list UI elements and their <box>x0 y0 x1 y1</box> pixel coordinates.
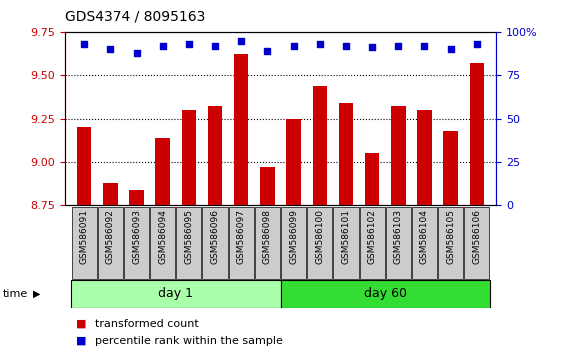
Point <box>342 43 351 48</box>
Point <box>446 46 455 52</box>
Text: GSM586093: GSM586093 <box>132 209 141 264</box>
Bar <box>103 183 118 205</box>
Text: day 1: day 1 <box>158 287 194 300</box>
Text: GSM586101: GSM586101 <box>342 209 351 264</box>
FancyBboxPatch shape <box>255 207 280 279</box>
Bar <box>417 110 432 205</box>
Text: GSM586091: GSM586091 <box>80 209 89 264</box>
Text: day 60: day 60 <box>364 287 407 300</box>
Text: ■: ■ <box>76 336 86 346</box>
Bar <box>182 110 196 205</box>
FancyBboxPatch shape <box>280 280 490 308</box>
Point <box>420 43 429 48</box>
Point <box>472 41 481 47</box>
Text: GSM586098: GSM586098 <box>263 209 272 264</box>
Bar <box>339 103 353 205</box>
Text: GSM586106: GSM586106 <box>472 209 481 264</box>
Text: GSM586099: GSM586099 <box>289 209 298 264</box>
Text: time: time <box>3 289 28 299</box>
FancyBboxPatch shape <box>333 207 358 279</box>
Text: GSM586103: GSM586103 <box>394 209 403 264</box>
Point <box>367 45 376 50</box>
Bar <box>260 167 275 205</box>
Point <box>158 43 167 48</box>
FancyBboxPatch shape <box>71 280 280 308</box>
Point <box>394 43 403 48</box>
Point <box>315 41 324 47</box>
Text: GSM586094: GSM586094 <box>158 209 167 264</box>
Text: GSM586096: GSM586096 <box>210 209 219 264</box>
FancyBboxPatch shape <box>229 207 254 279</box>
Bar <box>155 138 170 205</box>
Bar <box>287 119 301 205</box>
Text: GSM586102: GSM586102 <box>367 209 376 264</box>
Text: GSM586105: GSM586105 <box>446 209 455 264</box>
Bar <box>312 86 327 205</box>
Text: GSM586092: GSM586092 <box>106 209 115 264</box>
FancyBboxPatch shape <box>412 207 437 279</box>
FancyBboxPatch shape <box>203 207 228 279</box>
FancyBboxPatch shape <box>386 207 411 279</box>
Text: percentile rank within the sample: percentile rank within the sample <box>95 336 283 346</box>
FancyBboxPatch shape <box>360 207 385 279</box>
Text: GSM586097: GSM586097 <box>237 209 246 264</box>
FancyBboxPatch shape <box>124 207 149 279</box>
Bar <box>129 190 144 205</box>
Text: transformed count: transformed count <box>95 319 199 329</box>
Bar <box>365 153 379 205</box>
Point <box>210 43 219 48</box>
FancyBboxPatch shape <box>150 207 175 279</box>
FancyBboxPatch shape <box>307 207 332 279</box>
Point <box>185 41 194 47</box>
Bar <box>208 107 222 205</box>
Point <box>132 50 141 56</box>
Bar <box>77 127 91 205</box>
Text: GSM586095: GSM586095 <box>185 209 194 264</box>
Bar <box>391 107 406 205</box>
Point <box>289 43 298 48</box>
Bar <box>443 131 458 205</box>
Point <box>237 38 246 44</box>
Bar <box>234 55 249 205</box>
FancyBboxPatch shape <box>281 207 306 279</box>
FancyBboxPatch shape <box>176 207 201 279</box>
FancyBboxPatch shape <box>465 207 489 279</box>
FancyBboxPatch shape <box>98 207 123 279</box>
Point <box>106 46 115 52</box>
Text: ■: ■ <box>76 319 86 329</box>
Bar <box>470 63 484 205</box>
Point <box>263 48 272 54</box>
FancyBboxPatch shape <box>72 207 96 279</box>
Text: GSM586100: GSM586100 <box>315 209 324 264</box>
Point <box>80 41 89 47</box>
Text: GSM586104: GSM586104 <box>420 209 429 264</box>
Text: GDS4374 / 8095163: GDS4374 / 8095163 <box>65 9 205 23</box>
FancyBboxPatch shape <box>438 207 463 279</box>
Text: ▶: ▶ <box>33 289 40 299</box>
